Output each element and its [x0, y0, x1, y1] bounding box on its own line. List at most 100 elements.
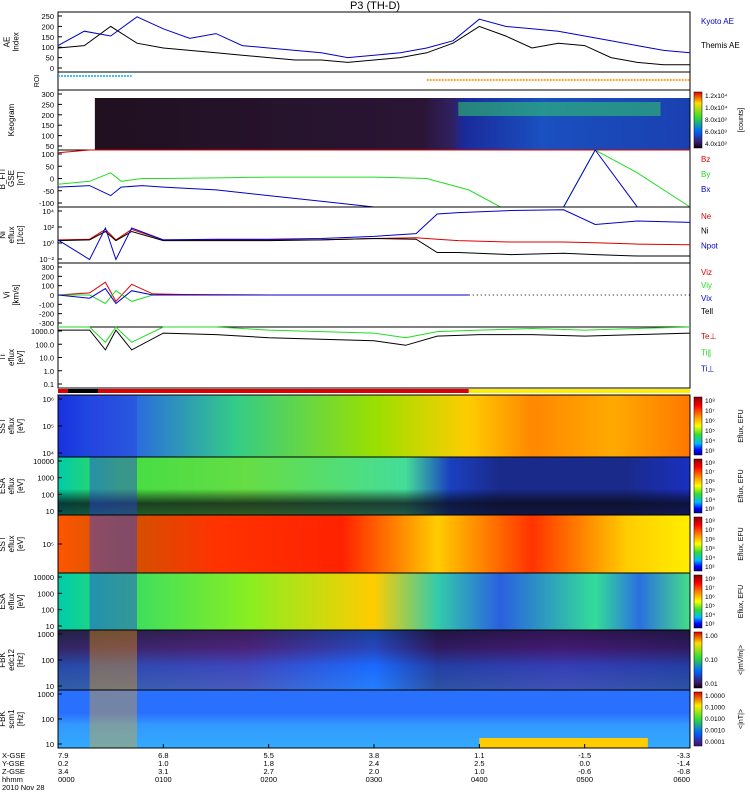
y-tick-label: 1000	[37, 474, 54, 483]
colorbar-tick-label: 10⁴	[705, 438, 715, 445]
y-axis-label: ESA	[0, 477, 7, 494]
ae-y-tick: 50	[46, 54, 54, 63]
spectrogram-burst	[89, 515, 137, 573]
coverage-bar-red	[58, 389, 469, 393]
colorbar-tick-label: 10⁷	[705, 469, 715, 476]
ae-y-label: AE	[3, 37, 12, 48]
colorbar-tick-label: 10³	[705, 448, 715, 455]
y-tick-label: 10²	[43, 223, 54, 232]
colorbar-label: Eflux, EFU	[738, 469, 745, 502]
colorbar-tick-label: 10⁶	[705, 594, 715, 601]
y-tick-label: 100	[41, 150, 54, 159]
keogram-y-label: Keogram	[7, 103, 16, 136]
y-axis-label: [eV]	[16, 537, 25, 551]
ae-y-tick: 0	[50, 64, 54, 73]
y-tick-label: 10⁶	[43, 395, 54, 404]
spectrogram-image	[58, 395, 690, 457]
ephemeris-value: 1.0	[158, 759, 168, 768]
legend-entry: By	[701, 170, 710, 179]
y-tick-label: 200	[41, 272, 54, 281]
colorbar	[693, 458, 703, 514]
y-axis-label: scm1	[7, 709, 16, 729]
y-tick-label: 100	[41, 606, 54, 615]
colorbar-tick-label: 0.0100	[705, 716, 725, 723]
spectrogram-image	[58, 515, 690, 573]
y-tick-label: 10000	[33, 573, 54, 582]
legend-entry: Bx	[701, 185, 710, 194]
colorbar-tick-label: 1.0x10⁴	[705, 105, 728, 112]
ephemeris-value: 0200	[260, 775, 277, 784]
y-axis-label: [eV]	[16, 350, 25, 364]
y-axis-label: Ni	[0, 231, 7, 239]
ephemeris-value: 6.8	[158, 751, 168, 760]
colorbar	[693, 396, 703, 456]
y-tick-label: -100	[39, 199, 54, 208]
coverage-bar-yellow	[468, 389, 690, 393]
ephemeris-value: 1.8	[263, 759, 273, 768]
ephemeris-value: -0.6	[578, 767, 591, 776]
colorbar-tick-label: 8.0x10³	[705, 117, 728, 124]
colorbar-tick-label: 10⁶	[705, 478, 715, 485]
keogram-y-tick: 100	[41, 132, 54, 141]
colorbar-tick-label: 0.1000	[705, 705, 725, 712]
colorbar-tick-label: 0.10	[705, 657, 718, 664]
legend-entry: Npot	[701, 241, 719, 250]
spectrogram-burst	[89, 630, 137, 690]
fbk-low-band	[479, 738, 648, 748]
ephemeris-value: 0.2	[58, 759, 68, 768]
spectrogram-overlay	[58, 630, 690, 690]
spectrogram-burst	[89, 395, 137, 457]
series-line-ni	[57, 230, 690, 257]
ephemeris-value: 1.1	[474, 751, 484, 760]
colorbar-tick-label: 10³	[705, 564, 715, 571]
colorbar-label: [counts]	[738, 108, 745, 133]
ephemeris-value: 3.4	[58, 767, 68, 776]
colorbar-tick-label: 10⁷	[705, 408, 715, 415]
ephemeris-row-label: Y-GSE	[2, 759, 25, 768]
y-tick-label: 300	[41, 263, 54, 272]
colorbar-tick-label: 10⁵	[705, 546, 715, 553]
keogram-y-tick: 250	[41, 100, 54, 109]
y-axis-label: [Hz]	[16, 712, 25, 726]
series-line-npot	[57, 209, 691, 261]
series-line-bz	[57, 149, 690, 154]
keogram-y-tick: 300	[41, 90, 54, 99]
series-line-ti	[58, 326, 691, 344]
y-axis-label: [eV]	[16, 479, 25, 493]
legend-entry: Te⊥	[701, 332, 716, 341]
y-tick-label: 10⁵	[43, 540, 54, 549]
ephemeris-value: 3.8	[369, 751, 379, 760]
colorbar-label: Eflux, EFU	[738, 409, 745, 442]
colorbar-label: Eflux, EFU	[738, 527, 745, 560]
y-tick-label: 10⁴	[42, 207, 54, 216]
colorbar-tick-label: 10⁸	[705, 518, 715, 525]
colorbar-tick-label: 10⁵	[705, 488, 715, 495]
colorbar-tick-label: 1.0000	[705, 693, 725, 700]
legend-entry: Viz	[701, 268, 712, 277]
ephemeris-value: 2.5	[474, 759, 484, 768]
y-tick-label: 1000	[37, 630, 54, 639]
y-tick-label: 10⁵	[43, 422, 54, 431]
y-axis-label: [eV]	[16, 419, 25, 433]
legend-entry: Kyoto AE	[701, 17, 734, 26]
y-axis-label: ESA	[0, 593, 7, 610]
y-tick-label: 100	[41, 490, 54, 499]
ephemeris-value: 5.5	[263, 751, 273, 760]
y-tick-label: 100.0	[35, 340, 54, 349]
ephemeris-row-label: Z-GSE	[2, 767, 25, 776]
colorbar-tick-label: 0.01	[705, 681, 718, 688]
series-line-vix	[57, 287, 469, 305]
ae-panel-frame	[57, 11, 691, 73]
ephemeris-value: 0300	[366, 775, 383, 784]
ae-y-tick: 200	[41, 22, 54, 31]
colorbar-tick-label: 0.0001	[705, 739, 725, 746]
ephemeris-value: 0400	[471, 775, 488, 784]
spectrogram-image	[58, 573, 690, 630]
y-tick-label: 50	[46, 162, 54, 171]
colorbar-tick-label: 10⁵	[705, 428, 715, 435]
y-tick-label: 0	[50, 175, 54, 184]
colorbar-tick-label: 10⁸	[705, 398, 715, 405]
series-line-bx	[57, 149, 690, 208]
y-axis-label: eflux	[7, 593, 16, 610]
